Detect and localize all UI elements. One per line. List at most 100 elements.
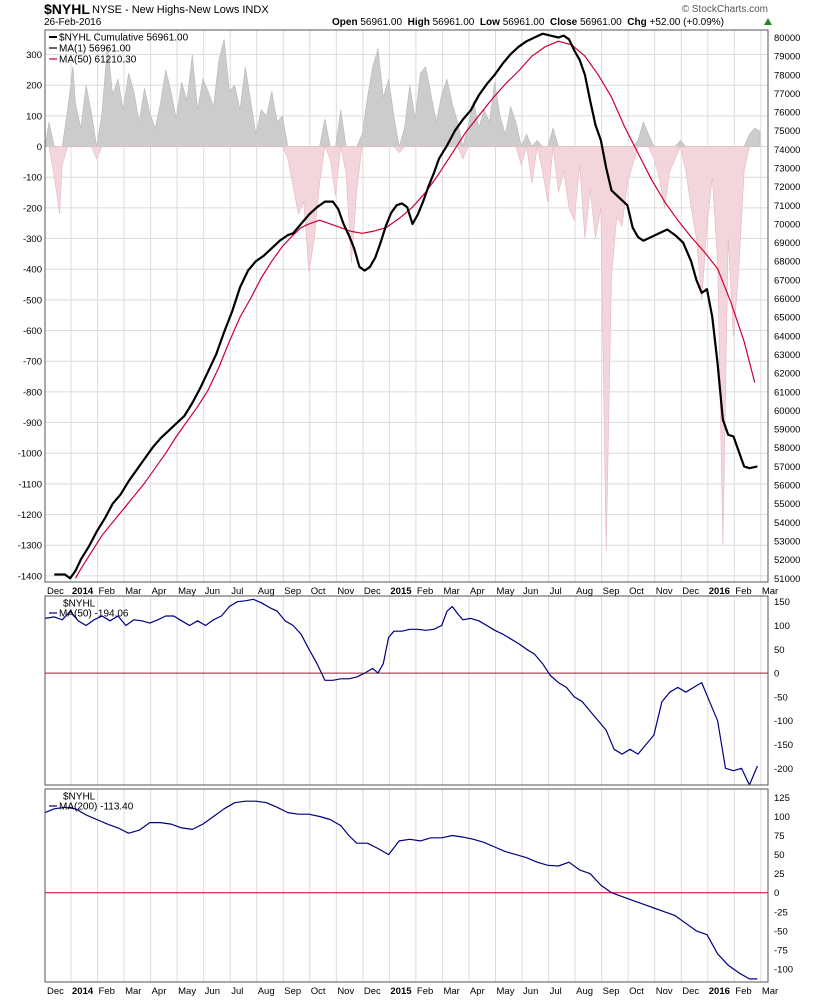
high-label: High — [407, 17, 430, 28]
right-tick-label: 73000 — [774, 164, 800, 175]
left-tick-label: 0 — [37, 142, 42, 153]
ohlc-readout: Open 56961.00 High 56961.00 Low 56961.00… — [332, 17, 724, 28]
right-tick-label: 58000 — [774, 443, 800, 454]
x-tick-label: Apr — [470, 986, 485, 997]
x-tick-label: Mar — [762, 586, 778, 597]
x-tick-label: Jun — [205, 586, 220, 597]
legend-label: $NYHL — [63, 599, 96, 610]
x-tick-label: Feb — [735, 986, 751, 997]
x-tick-label: Jul — [550, 986, 562, 997]
right-tick-label: 51000 — [774, 574, 800, 585]
right-tick-label: -25 — [774, 907, 788, 918]
left-tick-label: -1000 — [18, 449, 42, 460]
right-tick-label: 66000 — [774, 294, 800, 305]
right-tick-label: -50 — [774, 692, 788, 703]
x-tick-label: May — [178, 586, 196, 597]
right-tick-label: 79000 — [774, 52, 800, 63]
x-tick-label: Mar — [125, 986, 141, 997]
x-tick-label: Feb — [99, 586, 115, 597]
x-tick-label: 2015 — [390, 586, 412, 597]
right-tick-label: 100 — [774, 621, 790, 632]
x-tick-label: Feb — [99, 986, 115, 997]
x-tick-label: Dec — [682, 986, 699, 997]
left-tick-label: -1400 — [18, 571, 42, 582]
x-tick-label: Apr — [470, 586, 485, 597]
left-tick-label: 100 — [26, 111, 42, 122]
right-tick-label: 59000 — [774, 425, 800, 436]
x-tick-label: Nov — [656, 586, 673, 597]
legend-label: MA(50) 61210.30 — [59, 55, 137, 66]
x-tick-label: Dec — [364, 586, 381, 597]
left-tick-label: -600 — [23, 326, 42, 337]
right-tick-label: 100 — [774, 812, 790, 823]
x-tick-label: Dec — [364, 986, 381, 997]
right-tick-label: -200 — [774, 764, 793, 775]
left-tick-label: -400 — [23, 265, 42, 276]
right-tick-label: 61000 — [774, 387, 800, 398]
left-tick-label: -300 — [23, 234, 42, 245]
right-tick-label: 50 — [774, 645, 785, 656]
right-tick-label: 53000 — [774, 536, 800, 547]
legend-label: MA(1) 56961.00 — [59, 44, 131, 55]
right-tick-label: 75 — [774, 831, 785, 842]
right-tick-label: 52000 — [774, 555, 800, 566]
chart-symbol: $NYHL — [44, 1, 90, 17]
x-tick-label: Jun — [523, 586, 538, 597]
left-tick-label: -500 — [23, 295, 42, 306]
right-tick-label: 55000 — [774, 499, 800, 510]
right-tick-label: 74000 — [774, 145, 800, 156]
x-tick-label: 2016 — [709, 586, 730, 597]
x-tick-label: Aug — [576, 586, 593, 597]
low-value: 56961.00 — [502, 17, 545, 28]
x-tick-label: 2015 — [390, 986, 412, 997]
x-tick-label: Apr — [152, 586, 167, 597]
x-tick-label: 2014 — [72, 986, 94, 997]
left-tick-label: -900 — [23, 418, 42, 429]
x-tick-label: Mar — [443, 586, 459, 597]
right-tick-label: 68000 — [774, 257, 800, 268]
panel-frame — [44, 788, 769, 983]
low-label: Low — [479, 17, 500, 28]
x-tick-label: 2014 — [72, 586, 94, 597]
x-tick-label: Jun — [205, 986, 220, 997]
right-tick-label: 62000 — [774, 369, 800, 380]
right-tick-label: 67000 — [774, 275, 800, 286]
right-tick-label: 64000 — [774, 331, 800, 342]
x-tick-label: Dec — [47, 986, 64, 997]
left-tick-label: 200 — [26, 81, 42, 92]
x-tick-label: Sep — [284, 986, 301, 997]
x-tick-label: Sep — [603, 586, 620, 597]
x-tick-label: Oct — [629, 586, 644, 597]
right-tick-label: -150 — [774, 740, 793, 751]
left-tick-label: -100 — [23, 173, 42, 184]
open-label: Open — [332, 17, 358, 28]
right-tick-label: 77000 — [774, 89, 800, 100]
chart-date: 26-Feb-2016 — [44, 17, 102, 28]
legend-label: MA(200) -113.40 — [59, 802, 134, 813]
x-tick-label: Jun — [523, 986, 538, 997]
right-tick-label: 71000 — [774, 201, 800, 212]
right-tick-label: 125 — [774, 793, 790, 804]
right-tick-label: 50 — [774, 850, 785, 861]
right-tick-label: 54000 — [774, 518, 800, 529]
x-tick-label: May — [178, 986, 196, 997]
x-tick-label: Aug — [258, 986, 275, 997]
right-tick-label: 72000 — [774, 182, 800, 193]
x-tick-label: Jul — [231, 986, 243, 997]
panel-frame — [44, 29, 769, 583]
left-tick-label: -1200 — [18, 510, 42, 521]
legend-label: $NYHL Cumulative 56961.00 — [59, 33, 189, 44]
right-tick-label: -50 — [774, 926, 788, 937]
right-tick-label: 78000 — [774, 70, 800, 81]
right-tick-label: -100 — [774, 716, 793, 727]
x-tick-label: Oct — [629, 986, 644, 997]
left-tick-label: -800 — [23, 387, 42, 398]
x-tick-label: 2016 — [709, 986, 730, 997]
right-tick-label: -75 — [774, 945, 788, 956]
x-tick-label: Mar — [443, 986, 459, 997]
right-tick-label: 25 — [774, 869, 785, 880]
legend-label: $NYHL — [63, 792, 96, 803]
x-tick-label: Mar — [125, 586, 141, 597]
x-tick-label: Sep — [603, 986, 620, 997]
series-line-ma-200- — [44, 800, 758, 980]
